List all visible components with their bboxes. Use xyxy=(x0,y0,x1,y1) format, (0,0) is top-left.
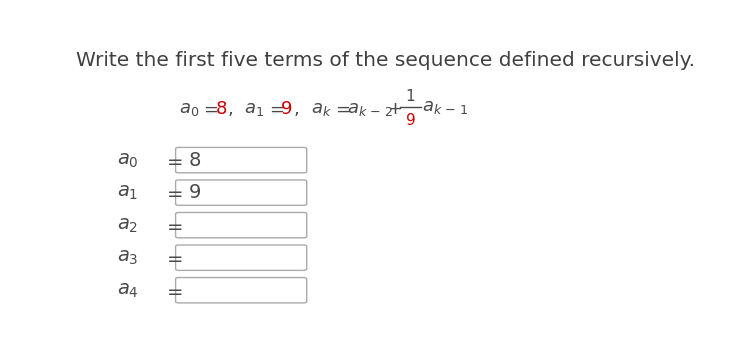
Text: $=$: $=$ xyxy=(162,183,183,202)
FancyBboxPatch shape xyxy=(175,213,307,238)
Text: $,$: $,$ xyxy=(293,100,299,118)
Text: $=$: $=$ xyxy=(162,248,183,267)
Text: $a_{2}$: $a_{2}$ xyxy=(117,216,138,235)
Text: Write the first five terms of the sequence defined recursively.: Write the first five terms of the sequen… xyxy=(76,51,695,70)
Text: 8: 8 xyxy=(189,151,202,170)
FancyBboxPatch shape xyxy=(175,277,307,303)
Text: $=$: $=$ xyxy=(266,100,284,118)
Text: $a_{0}$: $a_{0}$ xyxy=(117,151,139,170)
Text: $a_{3}$: $a_{3}$ xyxy=(117,248,139,267)
FancyBboxPatch shape xyxy=(175,245,307,270)
Text: $1$: $1$ xyxy=(405,88,416,104)
Text: $a_k$: $a_k$ xyxy=(311,100,332,118)
Text: $9$: $9$ xyxy=(280,100,293,118)
Text: $a_{4}$: $a_{4}$ xyxy=(117,281,139,300)
Text: $a_{k\,-\,2}$: $a_{k\,-\,2}$ xyxy=(347,100,393,118)
Text: $9$: $9$ xyxy=(405,112,416,128)
Text: $a_{k\,-\,1}$: $a_{k\,-\,1}$ xyxy=(422,98,468,116)
Text: $a_1$: $a_1$ xyxy=(244,100,264,118)
Text: $8$: $8$ xyxy=(214,100,227,118)
Text: $a_{1}$: $a_{1}$ xyxy=(117,183,138,202)
FancyBboxPatch shape xyxy=(175,147,307,173)
FancyBboxPatch shape xyxy=(175,180,307,205)
Text: $=$: $=$ xyxy=(162,281,183,300)
Text: $=$: $=$ xyxy=(162,151,183,170)
Text: $+$: $+$ xyxy=(387,100,402,118)
Text: $a_0$: $a_0$ xyxy=(178,100,199,118)
Text: $=$: $=$ xyxy=(200,100,219,118)
Text: $,$: $,$ xyxy=(227,100,233,118)
Text: 9: 9 xyxy=(189,183,202,202)
Text: $=$: $=$ xyxy=(162,216,183,235)
Text: $=$: $=$ xyxy=(332,100,350,118)
